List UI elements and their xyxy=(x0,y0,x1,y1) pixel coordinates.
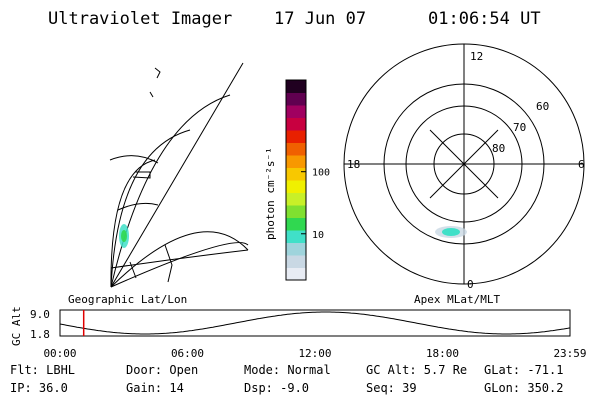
colorbar-frame xyxy=(285,79,307,281)
latitude-curve xyxy=(110,242,249,288)
diagonal-axis xyxy=(429,129,499,199)
aurora-oval-spot xyxy=(442,228,460,236)
colorbar-segment xyxy=(286,217,306,231)
colorbar-segment xyxy=(286,192,306,206)
polar-mlat-mlt-plot: 12 18 6 0 60 70 80 Apex MLat/MLT xyxy=(343,43,585,306)
instrument-info-block: Flt: LBHL IP: 36.0 Door: Open Gain: 14 M… xyxy=(10,363,563,395)
glon-info: GLon: 350.2 xyxy=(484,381,563,395)
orbit-altitude-strip: GC Alt 9.0 1.8 00:00 06:00 12:00 18:00 23:59 xyxy=(10,306,587,360)
colorbar-segment xyxy=(286,242,306,256)
horizon-curve xyxy=(110,231,249,288)
colorbar-segment xyxy=(286,130,306,143)
meridian-line xyxy=(110,159,156,288)
colorbar-gradient xyxy=(286,80,306,281)
mlt-0-label: 0 xyxy=(467,278,474,291)
orbit-plot-frame xyxy=(59,309,571,337)
orbit-xtick-label: 00:00 xyxy=(43,347,76,360)
glat-info: GLat: -71.1 xyxy=(484,363,563,377)
colorbar-segment xyxy=(286,205,306,218)
orbit-ytick-max: 9.0 xyxy=(30,308,50,321)
colorbar-segment xyxy=(286,255,306,268)
dsp-info: Dsp: -9.0 xyxy=(244,381,309,395)
instrument-title: Ultraviolet Imager xyxy=(48,9,232,29)
colorbar-segment xyxy=(286,80,306,93)
date-label: 17 Jun 07 xyxy=(274,9,366,29)
orbit-xtick-label: 12:00 xyxy=(298,347,331,360)
gc-alt-info: GC Alt: 5.7 Re xyxy=(366,363,467,377)
filter-info: Flt: LBHL xyxy=(10,363,75,377)
colorbar-segment xyxy=(286,155,306,168)
colorbar-tick-label: 100 xyxy=(312,168,330,179)
meridian-line xyxy=(110,94,231,288)
altitude-curve xyxy=(59,311,571,335)
colorbar-segment xyxy=(286,117,306,131)
mlt-18-label: 18 xyxy=(347,158,360,171)
colorbar-segment xyxy=(286,230,306,243)
mlat-60-label: 60 xyxy=(536,100,549,113)
door-info: Door: Open xyxy=(126,363,198,377)
coastline xyxy=(164,244,173,283)
coastline xyxy=(149,91,154,98)
colorbar-segment xyxy=(286,167,306,181)
latitude-curve xyxy=(117,202,159,211)
ip-info: IP: 36.0 xyxy=(10,381,68,395)
gain-info: Gain: 14 xyxy=(126,381,184,395)
intensity-colorbar: 100 10 photon cm⁻²s⁻¹ xyxy=(264,79,330,281)
geographic-map-panel: Geographic Lat/Lon xyxy=(68,62,249,306)
colorbar-tick-label: 10 xyxy=(312,230,324,241)
latitude-curve xyxy=(109,155,159,164)
mlt-12-label: 12 xyxy=(470,50,483,63)
orbit-xtick-label: 18:00 xyxy=(426,347,459,360)
coastline xyxy=(132,171,151,179)
meridian-line xyxy=(110,129,191,288)
coastline xyxy=(154,67,161,79)
colorbar-segment xyxy=(286,180,306,193)
colorbar-unit-label: photon cm⁻²s⁻¹ xyxy=(264,147,277,240)
mode-info: Mode: Normal xyxy=(244,363,331,377)
mlat-70-label: 70 xyxy=(513,121,526,134)
seq-info: Seq: 39 xyxy=(366,381,417,395)
coastline xyxy=(129,261,137,279)
mlt-6-label: 6 xyxy=(578,158,585,171)
colorbar-segment xyxy=(286,105,306,118)
mlat-80-label: 80 xyxy=(492,142,505,155)
latitude-curve xyxy=(110,249,249,269)
colorbar-segment xyxy=(286,142,306,156)
colorbar-segment xyxy=(286,92,306,106)
time-label: 01:06:54 UT xyxy=(428,9,541,29)
orbit-ylabel: GC Alt xyxy=(10,306,23,346)
orbit-xtick-label: 23:59 xyxy=(553,347,586,360)
colorbar-segment xyxy=(286,267,306,281)
geo-panel-caption: Geographic Lat/Lon xyxy=(68,293,187,306)
meridian-line xyxy=(110,62,244,288)
orbit-ytick-min: 1.8 xyxy=(30,328,50,341)
polar-panel-caption: Apex MLat/MLT xyxy=(414,293,500,306)
orbit-xtick-label: 06:00 xyxy=(171,347,204,360)
aurora-emission-core xyxy=(121,230,127,242)
